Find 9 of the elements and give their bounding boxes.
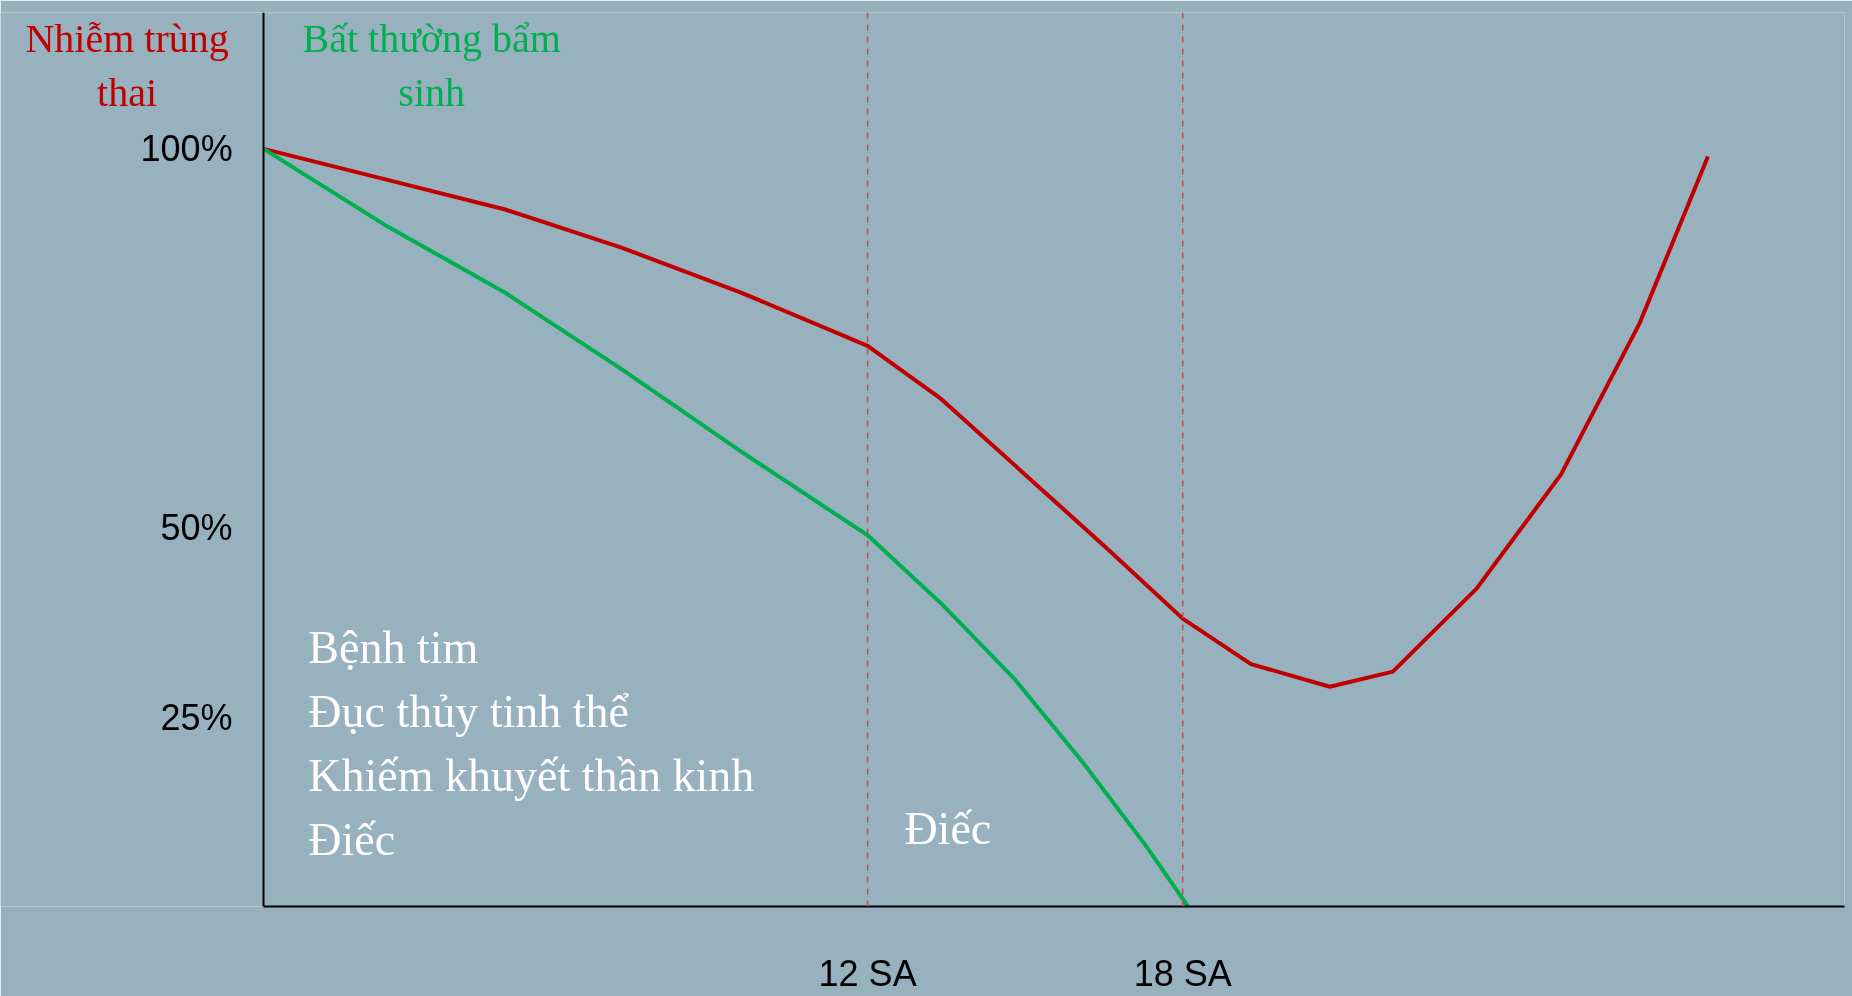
y-tick-label: 25% [160, 696, 233, 738]
x-tick-label: 18 SA [1133, 952, 1232, 994]
x-tick-label: 12 SA [818, 952, 917, 994]
annotation: Bệnh tim Đục thủy tinh thể Khiếm khuyết thần kinh Điếc [308, 622, 755, 865]
series-label: Nhiễm trùng thai [25, 16, 229, 116]
y-tick-label: 100% [140, 128, 233, 170]
y-tick-label: 50% [160, 507, 233, 549]
annotation: Điếc [904, 803, 992, 855]
series-label: Bất thường bẩm sinh [302, 16, 561, 116]
